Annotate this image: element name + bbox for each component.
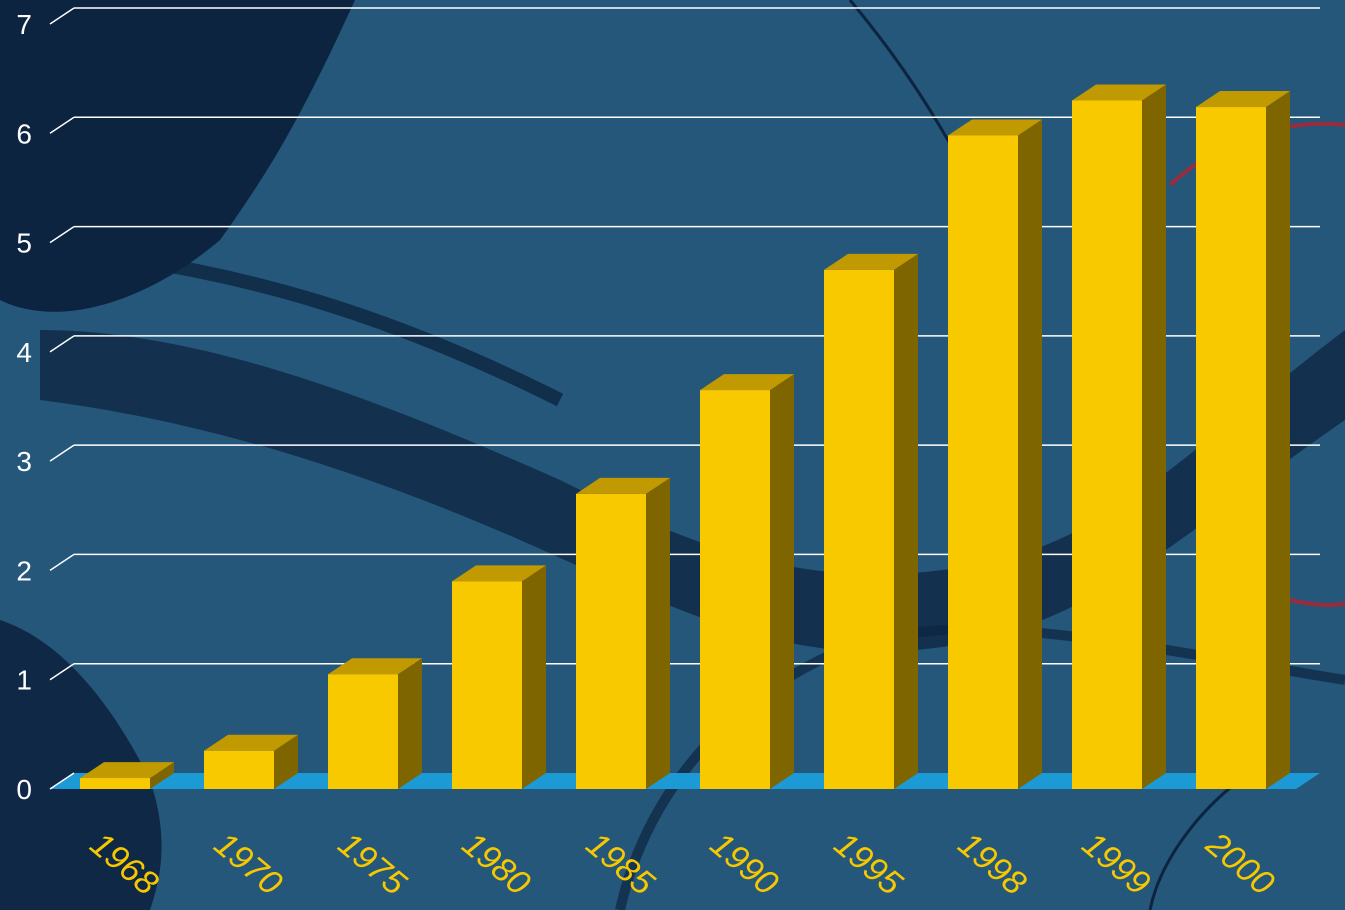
bar-side (1266, 91, 1290, 790)
bar-front (700, 390, 770, 789)
bar-front (1196, 107, 1266, 790)
y-tick-label: 5 (16, 228, 32, 259)
y-tick-label: 7 (16, 9, 32, 40)
y-tick-label: 0 (16, 774, 32, 805)
bar (328, 658, 422, 789)
bar (1196, 91, 1290, 790)
bar-front (80, 778, 150, 789)
bar-side (1018, 119, 1042, 789)
bar-front (328, 674, 398, 789)
bar-top (452, 565, 546, 582)
bar (452, 565, 546, 789)
bar-top (700, 374, 794, 391)
bar-top (1072, 84, 1166, 101)
bar-side (1142, 84, 1166, 789)
bar-front (576, 493, 646, 789)
axis-tick-mark (49, 7, 75, 25)
bar (576, 477, 670, 789)
y-tick-label: 2 (16, 555, 32, 586)
bar-side (522, 565, 546, 789)
bar-top (1196, 91, 1290, 108)
bar-top (948, 119, 1042, 136)
bar-front (452, 581, 522, 789)
bar (700, 374, 794, 789)
bar-top (824, 253, 918, 270)
axis-tick-mark (49, 772, 75, 790)
bar (80, 762, 174, 789)
y-tick-label: 4 (16, 337, 32, 368)
bar-side (646, 477, 670, 789)
bar-side (894, 253, 918, 790)
axis-tick-mark (49, 116, 75, 134)
axis-tick-mark (49, 225, 75, 244)
axis-tick-mark (49, 444, 75, 462)
bar-front (824, 269, 894, 790)
bar-side (274, 734, 298, 789)
y-tick-label: 6 (16, 118, 32, 149)
bar-side (398, 658, 422, 789)
bar (1072, 84, 1166, 789)
axis-tick-mark (49, 553, 75, 572)
bar-front (1072, 100, 1142, 789)
bar-front (948, 135, 1018, 789)
y-tick-label: 1 (16, 665, 32, 696)
bar (824, 253, 918, 790)
bar-front (204, 750, 274, 789)
bar (204, 734, 298, 789)
bars (80, 84, 1290, 790)
bar-top (204, 734, 298, 751)
y-tick-label: 3 (16, 446, 32, 477)
bar-top (576, 477, 670, 494)
bar-side (770, 374, 794, 789)
y-axis-ticks: 0 1 2 3 4 5 6 7 (16, 9, 32, 805)
bar-side (150, 762, 174, 789)
axis-tick-mark (49, 335, 75, 353)
axis-tick-mark (49, 663, 75, 681)
bar (948, 119, 1042, 789)
bar-top (328, 658, 422, 675)
bar-top (80, 762, 174, 779)
